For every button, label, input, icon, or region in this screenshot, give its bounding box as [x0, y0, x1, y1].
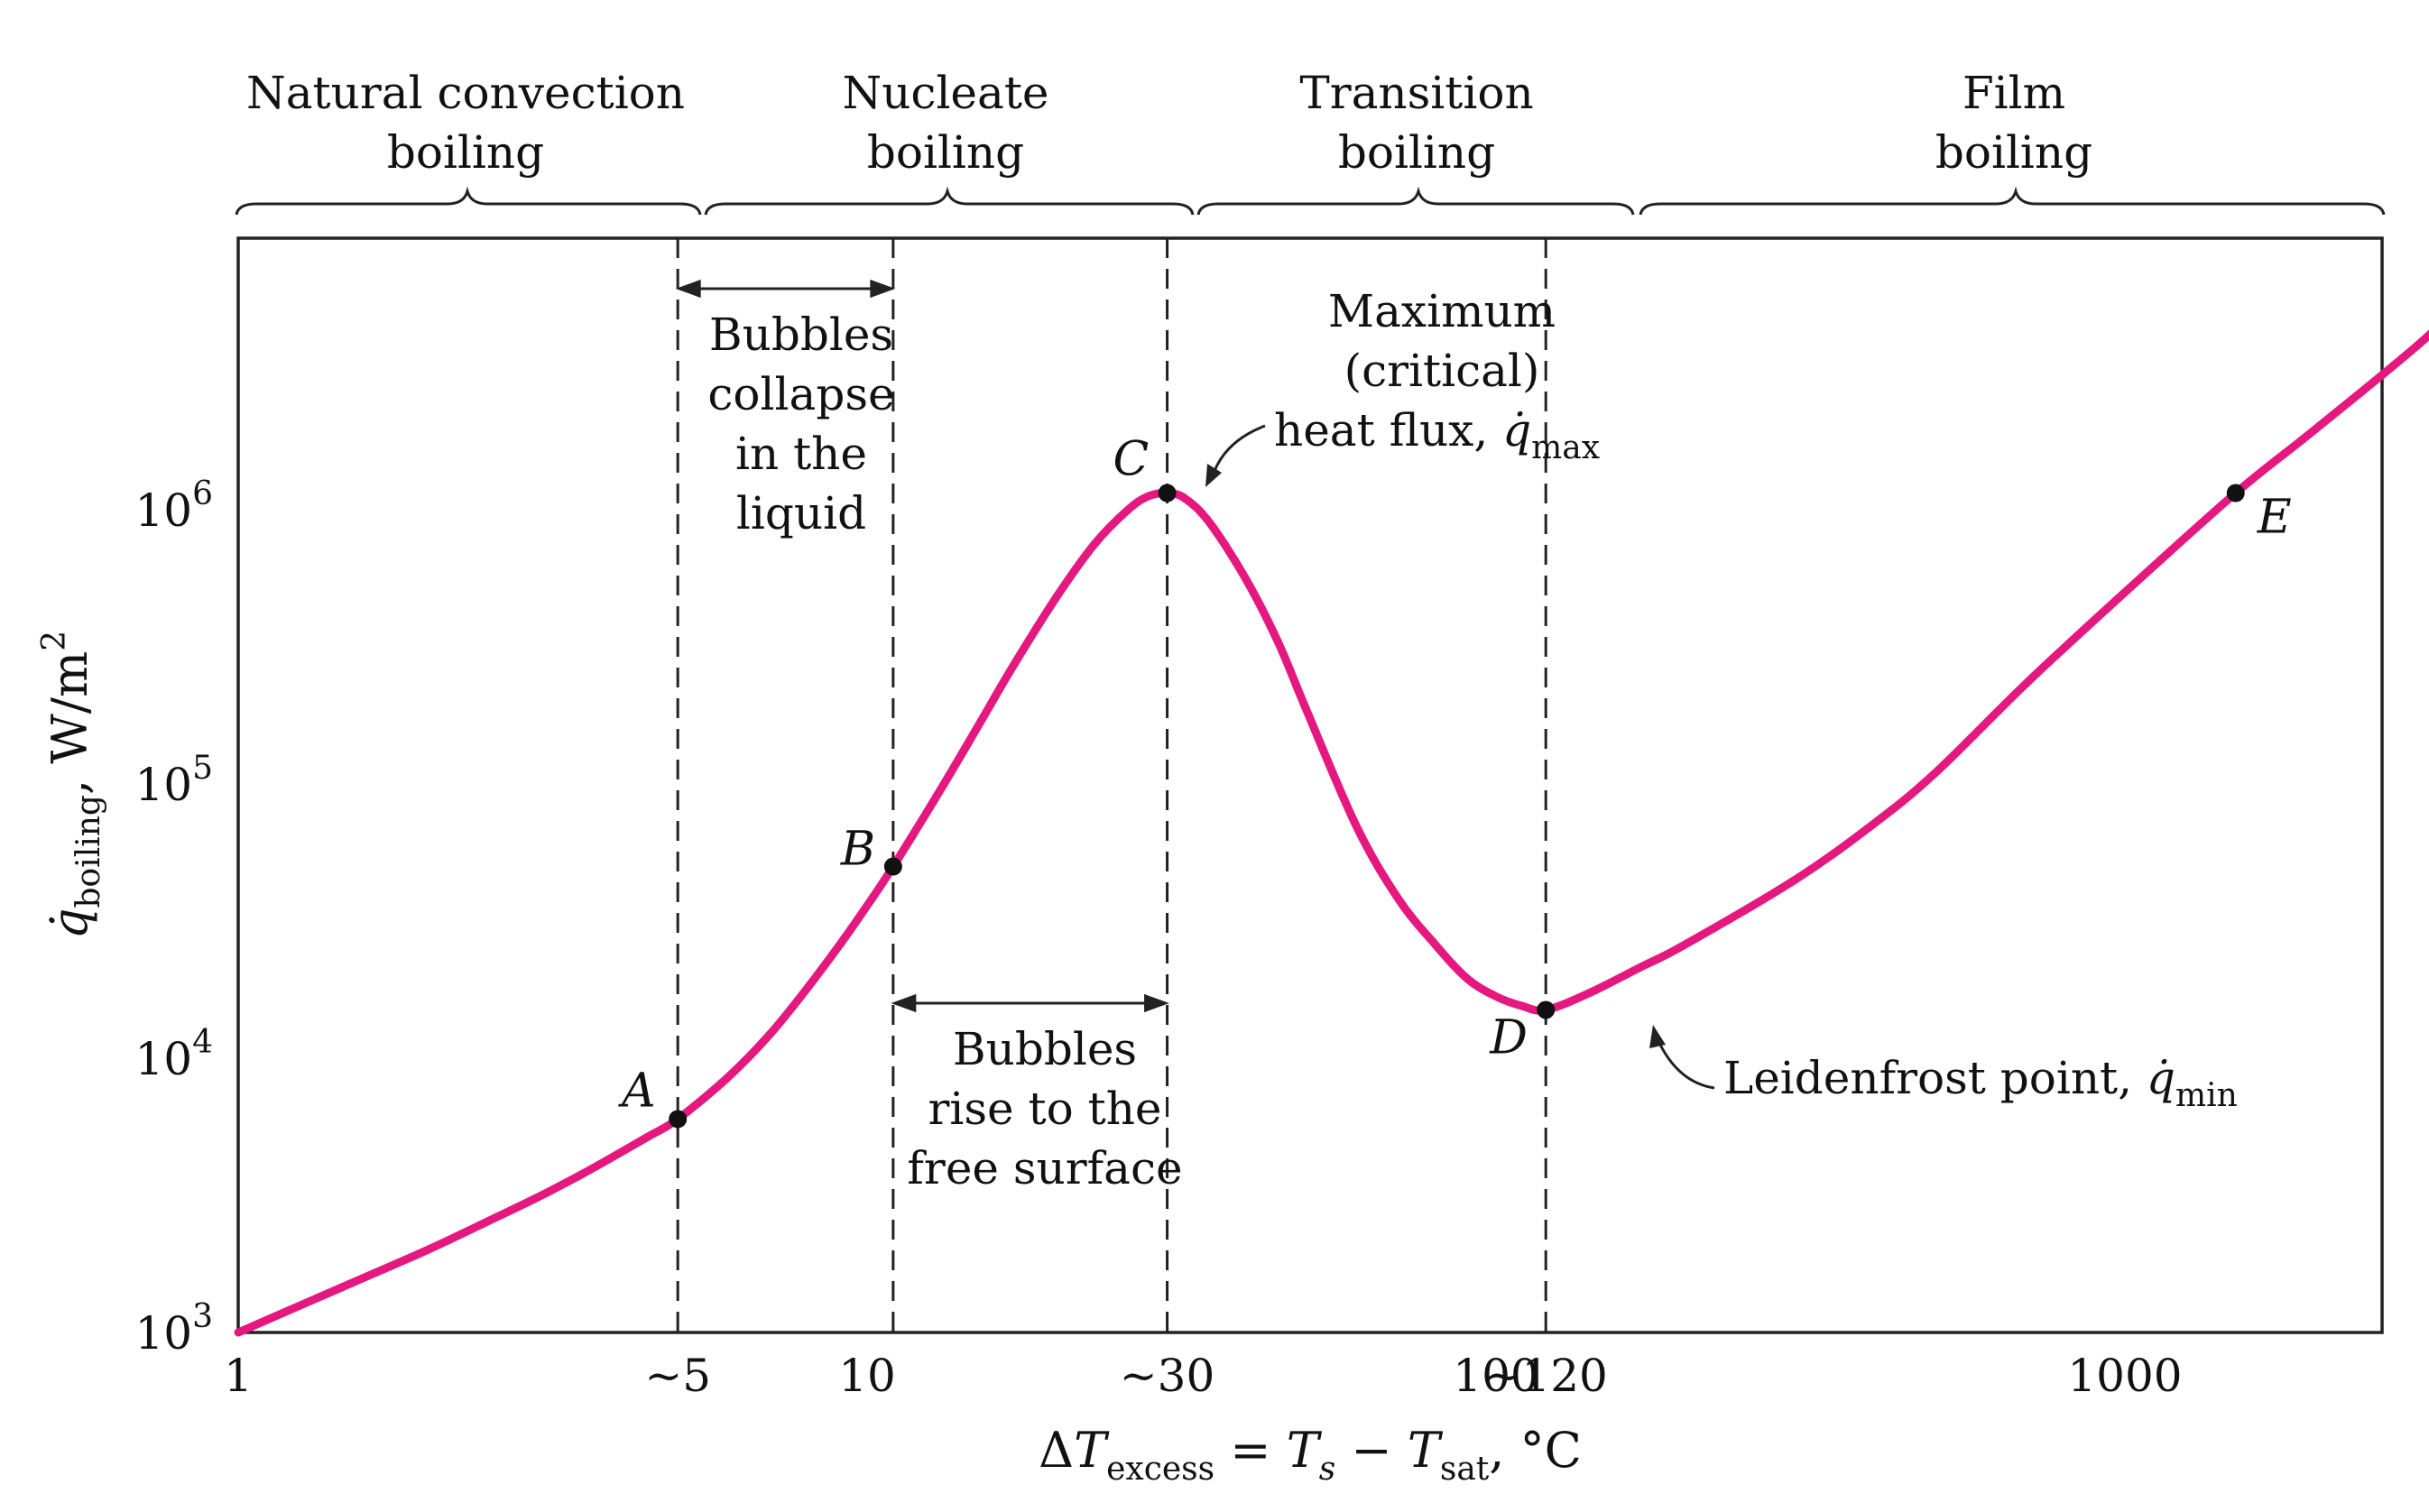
x-label-delta: Δ — [1039, 1422, 1074, 1479]
leidenfrost-q: q̇ — [2147, 1052, 2175, 1104]
max-heat-flux-sub: max — [1531, 429, 1600, 466]
y-tick-exp: 5 — [192, 750, 213, 787]
y-tick-base: 10 — [134, 759, 192, 811]
y-tick-exp: 4 — [192, 1024, 213, 1061]
span-text: Bubbles collapse in the liquid Bubbles r… — [707, 309, 1182, 1194]
y-label-sq: 2 — [36, 631, 73, 651]
y-tick-label-1e6: 106 — [134, 475, 213, 537]
plot-frame — [236, 236, 2384, 1334]
region-label-transition-line1: Transition — [1299, 67, 1533, 119]
y-label-boiling: boiling — [70, 795, 107, 908]
leidenfrost-text: Leidenfrost point, — [1723, 1052, 2147, 1104]
point-e-marker — [2226, 484, 2245, 502]
x-tick-labels: 1 ~5 10 ~30 100 ~120 1000 — [224, 1350, 2183, 1402]
max-heat-flux-text: heat flux, — [1274, 404, 1502, 456]
region-brace-natural — [235, 186, 702, 216]
region-brace-nucleate — [704, 186, 1195, 216]
span-arrows — [675, 279, 1169, 1013]
span-arrow-rise-head-right — [1144, 993, 1169, 1013]
region-label-transition-line2: boiling — [1338, 126, 1495, 179]
x-label-tsat: T — [1408, 1422, 1444, 1479]
y-tick-label-1e3: 103 — [134, 1298, 213, 1360]
point-a-marker — [669, 1110, 688, 1129]
x-axis-label: ΔTexcess = Ts − Tsat, °C — [1039, 1422, 1582, 1488]
x-tick-label-5: ~5 — [644, 1350, 711, 1402]
y-tick-label-1e4: 104 — [134, 1024, 213, 1085]
x-label-excess: excess — [1106, 1451, 1214, 1488]
x-label-minus: − — [1335, 1422, 1408, 1479]
max-heat-flux-line2: (critical) — [1344, 345, 1540, 397]
max-heat-flux-line1: Maximum — [1328, 285, 1556, 337]
x-label-s: s — [1319, 1451, 1335, 1488]
x-label-unit: , °C — [1489, 1422, 1582, 1479]
y-tick-labels: 103 104 105 106 — [134, 475, 213, 1360]
y-tick-exp: 3 — [192, 1298, 213, 1335]
bubbles-rise-line2: rise to the — [928, 1083, 1161, 1135]
y-tick-base: 10 — [134, 1033, 192, 1085]
leidenfrost-annotation: Leidenfrost point, q̇min — [1649, 1025, 2238, 1114]
x-tick-label-1: 1 — [224, 1350, 253, 1402]
span-arrow-collapse-head-right — [870, 279, 896, 299]
y-tick-base: 10 — [134, 484, 192, 537]
y-axis-label: q̇boiling, W/m2 — [36, 631, 107, 939]
bubbles-collapse-line1: Bubbles — [709, 309, 893, 361]
y-label-unit: , W/m — [42, 651, 98, 795]
leidenfrost-leader — [1657, 1040, 1715, 1090]
region-label-natural-line2: boiling — [387, 126, 544, 179]
leidenfrost-arrowhead — [1649, 1025, 1666, 1048]
region-label-natural-line1: Natural convection — [246, 67, 685, 119]
x-label-t: T — [1074, 1422, 1110, 1479]
point-c-label: C — [1113, 433, 1150, 487]
region-brace-film — [1639, 186, 2386, 216]
bubbles-collapse-line3: in the — [735, 428, 867, 480]
x-tick-label-1000: 1000 — [2067, 1350, 2182, 1402]
bubbles-rise-line3: free surface — [907, 1142, 1182, 1194]
bubbles-collapse-line2: collapse — [707, 368, 894, 420]
point-c-marker — [1158, 484, 1177, 502]
bubbles-rise-line1: Bubbles — [953, 1023, 1137, 1075]
x-tick-label-100: 100 — [1453, 1350, 1538, 1402]
y-tick-label-1e5: 105 — [134, 750, 213, 811]
max-heat-flux-annotation: Maximum (critical) heat flux, q̇max — [1205, 285, 1600, 487]
leidenfrost-label: Leidenfrost point, q̇min — [1723, 1052, 2238, 1114]
point-a-label: A — [618, 1064, 656, 1118]
region-labels: Natural convection boiling Nucleate boil… — [246, 67, 2092, 179]
point-e-label: E — [2257, 491, 2292, 545]
max-heat-flux-leader — [1213, 424, 1266, 472]
leidenfrost-sub: min — [2175, 1077, 2238, 1114]
point-d-label: D — [1489, 1010, 1528, 1065]
y-label-q: q̇ — [42, 908, 98, 940]
point-b-marker — [883, 857, 902, 876]
x-tick-label-30: ~30 — [1120, 1350, 1215, 1402]
max-heat-flux-q: q̇ — [1502, 404, 1531, 456]
region-label-film-line1: Film — [1963, 67, 2065, 119]
x-label-sat: sat — [1440, 1451, 1490, 1488]
y-tick-base: 10 — [134, 1307, 192, 1360]
max-heat-flux-arrowhead — [1205, 464, 1222, 487]
x-label-ts: T — [1287, 1422, 1323, 1479]
x-tick-label-10: 10 — [838, 1350, 896, 1402]
span-arrow-rise-head-left — [891, 993, 917, 1013]
region-label-nucleate-line1: Nucleate — [842, 67, 1048, 119]
span-arrow-collapse-head-left — [675, 279, 701, 299]
region-label-nucleate-line2: boiling — [867, 126, 1024, 179]
region-label-film-line2: boiling — [1935, 126, 2092, 179]
y-tick-exp: 6 — [192, 475, 213, 512]
region-braces — [235, 186, 2386, 216]
point-b-label: B — [840, 823, 875, 877]
x-tick-label-120: ~120 — [1484, 1350, 1608, 1402]
point-d-marker — [1537, 1000, 1556, 1019]
x-label-eq: = — [1214, 1422, 1287, 1479]
max-heat-flux-line3: heat flux, q̇max — [1274, 404, 1600, 466]
curve-points: A B C D E — [618, 433, 2292, 1129]
bubbles-collapse-line4: liquid — [736, 487, 866, 539]
region-brace-transition — [1196, 186, 1635, 216]
